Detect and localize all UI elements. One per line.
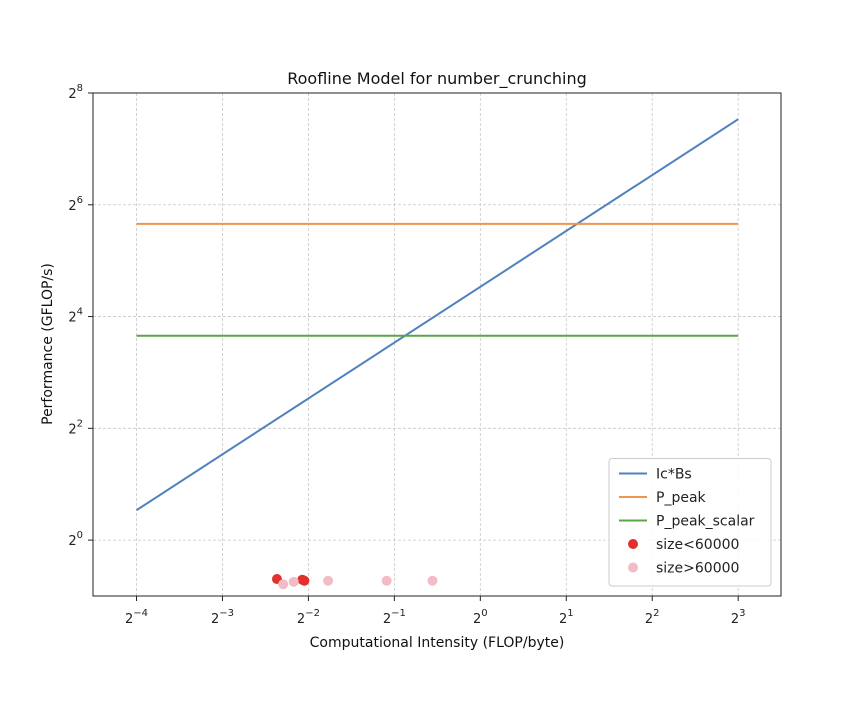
tick-exponent: 0 [77,530,83,541]
scatter-point [323,575,334,586]
legend-label: P_peak [656,490,707,506]
tick-exponent: −3 [219,608,234,619]
tick-base: 2 [211,612,219,627]
chart-title: Roofline Model for number_crunching [287,69,587,89]
y-tick-label: 24 [68,307,83,326]
x-tick-label: 2−2 [297,608,320,627]
legend: Ic*Bs P_peak P_peak_scalar size<60000 size>6… [608,458,772,587]
tick-base: 2 [125,612,133,627]
tick-exponent: 8 [77,83,83,94]
x-tick-label: 2−3 [211,608,234,627]
x-tick-label: 2−4 [125,608,148,627]
x-axis-label: Computational Intensity (FLOP/byte) [310,635,565,651]
y-tick-label: 22 [68,418,83,437]
tick-base: 2 [383,612,391,627]
tick-exponent: 2 [77,418,83,429]
x-tick-label: 20 [473,608,488,627]
y-tick-label: 28 [68,83,83,102]
tick-base: 2 [645,612,653,627]
y-tick-label: 20 [68,530,83,549]
scatter-point [381,575,392,586]
tick-base: 2 [297,612,305,627]
scatter-point [427,575,438,586]
plot-area [135,118,739,590]
scatter-point [299,575,310,586]
tick-base: 2 [68,311,76,326]
x-tick-label: 23 [731,608,746,627]
grid [93,92,781,596]
scatter-point [278,579,289,590]
tick-exponent: 6 [77,195,83,206]
legend-swatch [628,562,638,573]
tick-base: 2 [68,87,76,102]
tick-base: 2 [68,422,76,437]
legend-swatch [628,539,638,549]
tick-exponent: 4 [77,307,83,318]
axes-frame [92,92,782,597]
tick-exponent: 3 [739,608,745,619]
x-axis: 2−4 2−3 2−2 2−1 20 21 22 23 [125,596,746,627]
y-axis-label: Performance (GFLOP/s) [40,263,56,425]
tick-base: 2 [473,612,481,627]
tick-base: 2 [731,612,739,627]
tick-base: 2 [559,612,567,627]
tick-exponent: 2 [653,608,659,619]
legend-box [608,458,772,587]
legend-label: size>60000 [656,561,739,577]
tick-exponent: −4 [133,608,148,619]
tick-exponent: −1 [391,608,406,619]
legend-label: Ic*Bs [656,467,692,483]
x-tick-label: 2−1 [383,608,406,627]
legend-label: size<60000 [656,537,739,553]
x-tick-label: 21 [559,608,574,627]
series-line-0 [135,118,739,512]
tick-exponent: 0 [481,608,487,619]
tick-exponent: 1 [567,608,573,619]
legend-label: P_peak_scalar [656,514,755,530]
x-tick-label: 22 [645,608,660,627]
tick-base: 2 [68,199,76,214]
tick-base: 2 [68,534,76,549]
scatter-point [288,576,299,587]
y-tick-label: 26 [68,195,83,214]
tick-exponent: −2 [305,608,320,619]
